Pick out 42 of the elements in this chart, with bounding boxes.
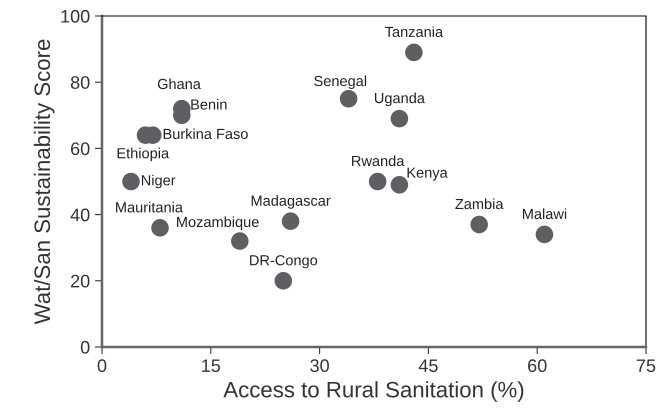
point	[231, 232, 249, 250]
y-tick-label: 40	[70, 208, 90, 222]
annotation: Niger	[142, 174, 176, 188]
x-tick-label: 0	[98, 359, 106, 372]
point	[536, 226, 554, 244]
annotation: Mauritania	[116, 202, 183, 212]
y-axis-title: Wat/San Sustainability Score	[34, 40, 55, 324]
annotation: Malawi	[522, 208, 566, 220]
annotation: Benin	[191, 98, 226, 110]
annotation: Kenya	[408, 168, 448, 181]
annotation: Senegal	[314, 75, 366, 90]
point	[390, 110, 408, 128]
annotation: DR-Congo	[250, 255, 318, 268]
x-tick-label: 45	[418, 359, 438, 372]
y-tick-label: 20	[71, 274, 90, 288]
point	[122, 172, 140, 190]
point	[405, 44, 423, 62]
x-tick-label: 75	[636, 359, 656, 372]
annotation: Ghana	[158, 78, 201, 90]
annotation: Tanzania	[385, 26, 444, 38]
annotation: Burkina Faso	[164, 128, 248, 140]
point	[282, 212, 300, 230]
annotation: Rwanda	[352, 155, 404, 166]
point	[470, 216, 488, 234]
y-tick-label: 60	[71, 142, 90, 156]
y-tick-label: 80	[70, 76, 90, 89]
x-tick-label: 15	[202, 359, 220, 372]
annotation: Madagascar	[252, 195, 330, 209]
x-tick-label: 60	[528, 359, 547, 372]
x-axis-title: Access to Rural Sanitation (%)	[223, 381, 524, 402]
y-tick-label: 100	[61, 10, 90, 23]
point	[151, 219, 169, 237]
annotation: Mozambique	[177, 216, 259, 230]
annotation: Zambia	[455, 198, 504, 210]
y-tick-label: 0	[80, 340, 90, 354]
point	[340, 90, 358, 108]
point	[368, 172, 386, 190]
annotation: Uganda	[374, 92, 425, 106]
x-tick-label: 30	[310, 359, 329, 372]
point	[274, 272, 292, 290]
annotation: Ethiopia	[118, 148, 170, 162]
point	[390, 176, 408, 194]
